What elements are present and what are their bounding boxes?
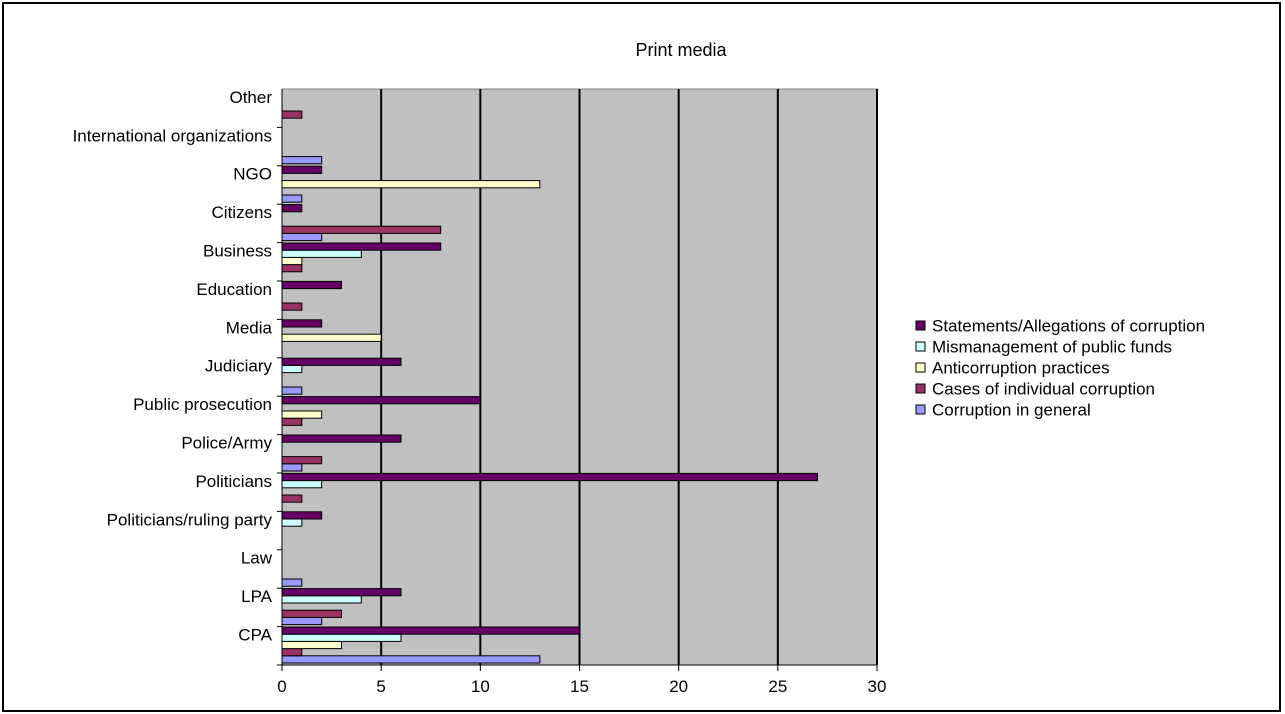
bar [281, 578, 303, 587]
category-label: NGO [233, 165, 272, 184]
bar [281, 302, 303, 311]
x-tick-label: 15 [570, 677, 589, 696]
bar [281, 480, 323, 489]
bar [281, 204, 303, 213]
bar [281, 626, 580, 635]
category-label: LPA [241, 587, 273, 606]
bar [281, 472, 818, 482]
legend-label: Mismanagement of public funds [932, 337, 1172, 356]
bar [281, 609, 342, 618]
bar [281, 364, 303, 374]
bar [281, 396, 481, 405]
x-tick-label: 20 [669, 677, 688, 696]
bar [281, 180, 541, 189]
x-tick-label: 0 [277, 677, 286, 696]
category-label: Education [196, 280, 272, 299]
legend-label: Anticorruption practices [932, 358, 1110, 377]
bar [281, 280, 342, 290]
bar [281, 386, 303, 395]
bar [281, 165, 323, 174]
bar [281, 417, 303, 426]
bar [281, 640, 342, 650]
bar [281, 333, 382, 342]
bar [281, 655, 541, 664]
bar [281, 194, 303, 203]
legend-label: Statements/Allegations of corruption [932, 316, 1205, 335]
category-label: Other [229, 88, 272, 107]
plot-area: 0 5 10 15 20 25 30 CPA LPA Law Politicians/ruling … [73, 88, 887, 696]
bar [281, 463, 303, 472]
bar [281, 616, 323, 626]
bar [281, 633, 402, 642]
bar-chart: Print media 0 5 10 15 20 25 30 CPA LPA Law Politic… [73, 40, 1206, 696]
x-tick-label: 5 [376, 677, 385, 696]
x-tick-label: 25 [768, 677, 787, 696]
bar [281, 110, 303, 119]
category-label: Police/Army [181, 433, 272, 452]
bar [281, 410, 323, 419]
legend-swatch [915, 404, 926, 415]
bar [281, 595, 362, 604]
category-label: Citizens [212, 203, 272, 222]
category-label: CPA [238, 625, 272, 644]
legend-label: Cases of individual corruption [932, 379, 1155, 398]
legend-swatch [915, 362, 926, 373]
bar [281, 648, 303, 657]
legend-swatch [915, 320, 926, 331]
category-label: Business [203, 241, 272, 260]
bar [281, 249, 362, 258]
category-label: Judiciary [205, 357, 273, 376]
category-label: Law [241, 549, 273, 568]
bar [281, 264, 303, 273]
chart-title: Print media [635, 40, 727, 60]
bar [281, 256, 303, 266]
legend-label: Corruption in general [932, 400, 1091, 419]
bar [281, 357, 402, 366]
category-label: Public prosecution [133, 395, 272, 414]
bar [281, 456, 323, 465]
bar [281, 511, 323, 520]
category-label: Politicians [195, 472, 272, 491]
category-label: International organizations [73, 126, 272, 145]
legend-swatch [915, 341, 926, 352]
bar [281, 232, 323, 242]
bar [281, 588, 402, 597]
bar [281, 434, 402, 443]
bar [281, 156, 323, 165]
bar [281, 494, 303, 503]
x-tick-label: 10 [471, 677, 490, 696]
bar [281, 225, 442, 234]
legend-swatch [915, 383, 926, 394]
category-label: Media [226, 318, 273, 337]
x-tick-label: 30 [868, 677, 887, 696]
bar [281, 319, 323, 328]
bar [281, 518, 303, 527]
bar [281, 242, 442, 251]
category-label: Politicians/ruling party [107, 510, 273, 529]
legend: Statements/Allegations of corruption Mism… [915, 316, 1205, 419]
